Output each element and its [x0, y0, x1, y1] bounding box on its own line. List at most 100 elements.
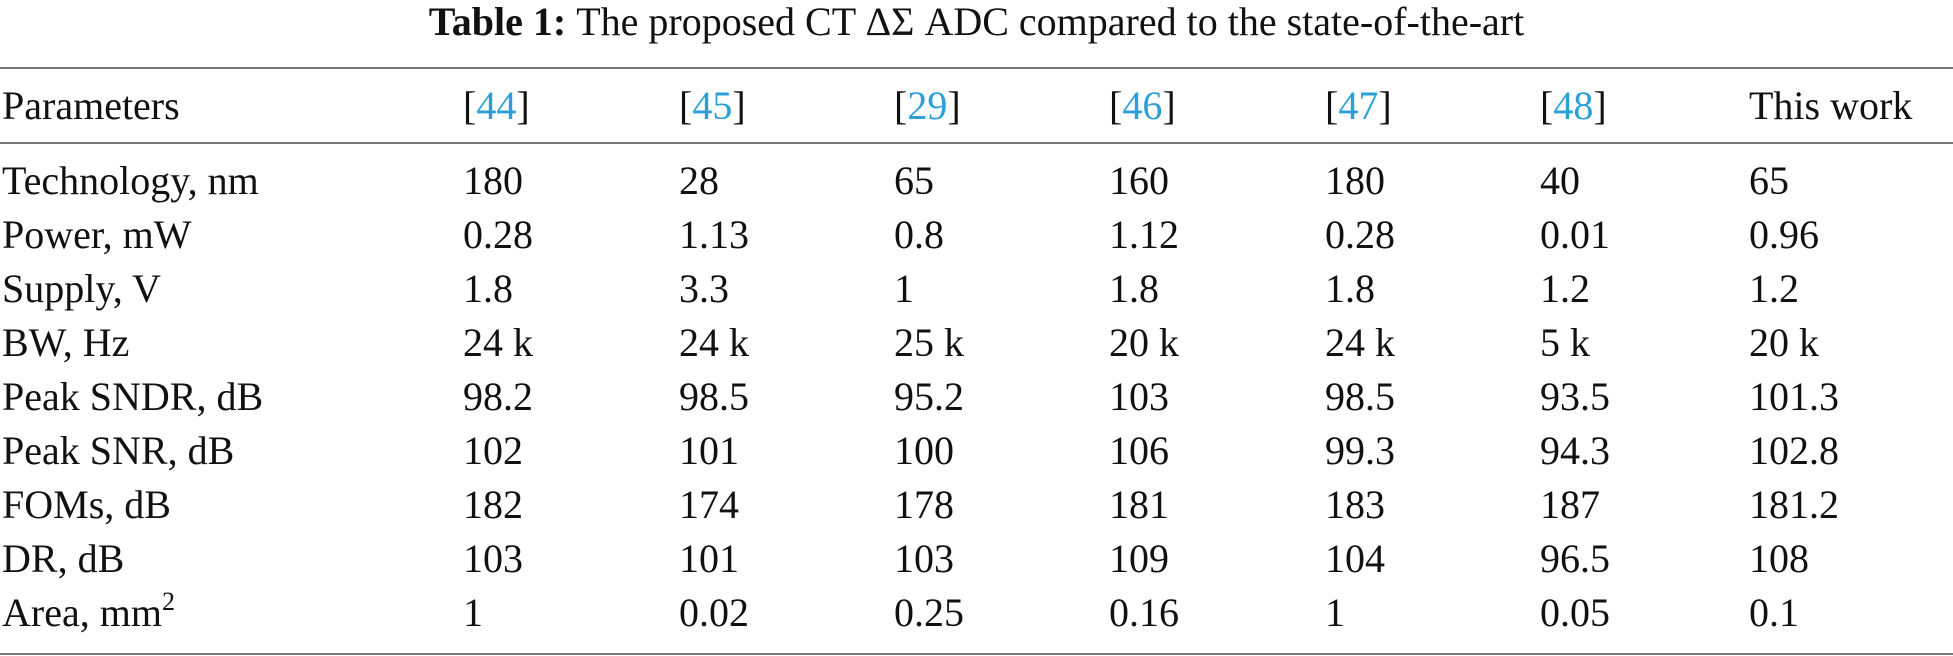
- header-cell: [47]: [1325, 83, 1392, 129]
- row-label: DR, dB: [2, 536, 125, 581]
- bracket: [: [1109, 83, 1123, 128]
- row-label: Peak SNDR, dB: [2, 374, 264, 419]
- row-label: Area, mm2: [2, 587, 175, 636]
- table-cell: 178: [894, 482, 954, 527]
- header-cell: [48]: [1540, 83, 1607, 129]
- table-cell: 65: [894, 158, 934, 203]
- table-cell: 40: [1540, 158, 1580, 203]
- table-cell: 98.5: [1325, 374, 1395, 419]
- bracket: [: [1540, 83, 1554, 128]
- table-cell: 0.28: [463, 212, 533, 257]
- table-cell: 102: [463, 428, 523, 473]
- table-cell: 24 k: [463, 320, 533, 365]
- header-cell: [46]: [1109, 83, 1176, 129]
- citation: 44: [476, 83, 517, 128]
- bracket: [: [894, 83, 908, 128]
- table-cell: 3.3: [679, 266, 729, 311]
- citation: 48: [1553, 83, 1594, 128]
- table-cell: 24 k: [679, 320, 749, 365]
- table-cell: 1.12: [1109, 212, 1179, 257]
- citation: 29: [907, 83, 948, 128]
- table-cell: 106: [1109, 428, 1169, 473]
- table-cell: 1.13: [679, 212, 749, 257]
- header-cell: Parameters: [2, 83, 180, 128]
- table-cell: 0.1: [1749, 590, 1799, 635]
- table-cell: 1.8: [1109, 266, 1159, 311]
- bracket: ]: [516, 83, 530, 128]
- table-cell: 0.28: [1325, 212, 1395, 257]
- superscript: 2: [161, 587, 175, 616]
- caption-label: Table 1:: [428, 0, 567, 44]
- header-cell: This work: [1749, 83, 1913, 128]
- table-cell: 104: [1325, 536, 1385, 581]
- table-cell: 181: [1109, 482, 1169, 527]
- table-cell: 180: [463, 158, 523, 203]
- table-cell: 181.2: [1749, 482, 1839, 527]
- table-cell: 95.2: [894, 374, 964, 419]
- caption-text: The proposed CT ΔΣ ADC compared to the s…: [576, 0, 1525, 44]
- table-cell: 65: [1749, 158, 1789, 203]
- bracket: ]: [1162, 83, 1176, 128]
- table-cell: 174: [679, 482, 739, 527]
- bracket: ]: [947, 83, 961, 128]
- table-caption: Table 1: The proposed CT ΔΣ ADC compared …: [0, 0, 1953, 44]
- citation: 47: [1338, 83, 1379, 128]
- header-cell: [45]: [679, 83, 746, 129]
- table-cell: 93.5: [1540, 374, 1610, 419]
- table-cell: 101: [679, 428, 739, 473]
- citation: 45: [692, 83, 733, 128]
- table-cell: 102.8: [1749, 428, 1839, 473]
- bracket: ]: [732, 83, 746, 128]
- table-cell: 20 k: [1749, 320, 1819, 365]
- bottom-rule: [0, 653, 1953, 655]
- bracket: ]: [1378, 83, 1392, 128]
- header-cell: [29]: [894, 83, 961, 129]
- table-cell: 0.96: [1749, 212, 1819, 257]
- table-cell: 99.3: [1325, 428, 1395, 473]
- table-cell: 94.3: [1540, 428, 1610, 473]
- table-cell: 1: [894, 266, 914, 311]
- bracket: ]: [1593, 83, 1607, 128]
- table-cell: 1.8: [463, 266, 513, 311]
- table-cell: 100: [894, 428, 954, 473]
- table-cell: 187: [1540, 482, 1600, 527]
- table-cell: 98.5: [679, 374, 749, 419]
- table-cell: 101: [679, 536, 739, 581]
- row-label: Technology, nm: [2, 158, 259, 203]
- table-cell: 1: [1325, 590, 1345, 635]
- cell-text: Area, mm: [2, 590, 162, 635]
- table-cell: 103: [894, 536, 954, 581]
- header-cell: [44]: [463, 83, 530, 129]
- header-rule: [0, 142, 1953, 144]
- table-cell: 0.02: [679, 590, 749, 635]
- row-label: Supply, V: [2, 266, 161, 311]
- bracket: [: [463, 83, 477, 128]
- top-rule: [0, 67, 1953, 69]
- table-cell: 109: [1109, 536, 1169, 581]
- table-cell: 0.16: [1109, 590, 1179, 635]
- table-cell: 101.3: [1749, 374, 1839, 419]
- row-label: Peak SNR, dB: [2, 428, 235, 473]
- table-cell: 1.8: [1325, 266, 1375, 311]
- table-cell: 25 k: [894, 320, 964, 365]
- table-cell: 0.25: [894, 590, 964, 635]
- table-cell: 24 k: [1325, 320, 1395, 365]
- table-cell: 0.05: [1540, 590, 1610, 635]
- table-cell: 20 k: [1109, 320, 1179, 365]
- table-cell: 1.2: [1749, 266, 1799, 311]
- table-cell: 183: [1325, 482, 1385, 527]
- citation: 46: [1122, 83, 1163, 128]
- table-cell: 0.01: [1540, 212, 1610, 257]
- table-cell: 98.2: [463, 374, 533, 419]
- bracket: [: [679, 83, 693, 128]
- row-label: BW, Hz: [2, 320, 130, 365]
- row-label: FOMs, dB: [2, 482, 171, 527]
- table-cell: 103: [1109, 374, 1169, 419]
- table-cell: 96.5: [1540, 536, 1610, 581]
- row-label: Power, mW: [2, 212, 192, 257]
- table-cell: 160: [1109, 158, 1169, 203]
- table-cell: 5 k: [1540, 320, 1590, 365]
- table-cell: 108: [1749, 536, 1809, 581]
- table-cell: 182: [463, 482, 523, 527]
